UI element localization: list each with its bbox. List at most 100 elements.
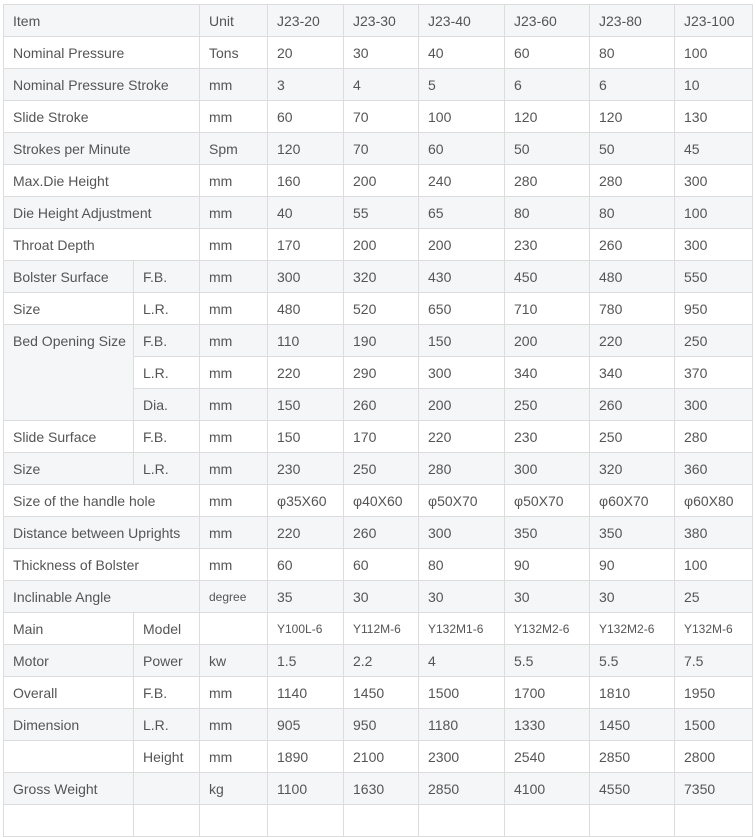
table-cell: 430 xyxy=(418,260,505,293)
table-cell: φ50X70 xyxy=(504,484,590,517)
table-cell: 300 xyxy=(418,356,505,389)
table-cell: 30 xyxy=(418,580,505,613)
table-cell: 4 xyxy=(418,644,505,677)
table-cell: 360 xyxy=(674,452,753,485)
table-row: Size L.R. mm 230 250 280 300 320 360 xyxy=(3,452,753,485)
table-cell: 1500 xyxy=(418,676,505,709)
table-cell: 280 xyxy=(504,164,590,197)
table-cell: Tons xyxy=(199,36,268,69)
table-cell: Dia. xyxy=(133,388,200,421)
table-cell: Nominal Pressure Stroke xyxy=(3,68,200,101)
table-cell: mm xyxy=(199,452,268,485)
table-cell xyxy=(589,804,675,837)
table-cell: φ40X60 xyxy=(343,484,419,517)
table-cell: 4550 xyxy=(589,772,675,805)
table-cell: Distance between Uprights xyxy=(3,516,200,549)
table-cell: 150 xyxy=(267,388,344,421)
table-cell: 150 xyxy=(418,324,505,357)
table-cell: F.B. xyxy=(133,260,200,293)
table-cell: 20 xyxy=(267,36,344,69)
table-cell: 290 xyxy=(343,356,419,389)
table-cell: 350 xyxy=(504,516,590,549)
table-cell: 220 xyxy=(589,324,675,357)
table-cell: 300 xyxy=(504,452,590,485)
table-cell: 380 xyxy=(674,516,753,549)
table-cell xyxy=(343,804,419,837)
table-cell: 60 xyxy=(267,100,344,133)
table-cell: 1450 xyxy=(589,708,675,741)
table-cell: 200 xyxy=(343,164,419,197)
table-cell: 1700 xyxy=(504,676,590,709)
table-cell: 905 xyxy=(267,708,344,741)
table-cell: 230 xyxy=(267,452,344,485)
table-cell: 250 xyxy=(504,388,590,421)
table-row: Bolster Surface F.B. mm 300 320 430 450 480 550 xyxy=(3,260,753,293)
table-cell: 480 xyxy=(589,260,675,293)
table-cell: 230 xyxy=(504,228,590,261)
table-cell: mm xyxy=(199,548,268,581)
table-cell: Die Height Adjustment xyxy=(3,196,200,229)
table-cell: L.R. xyxy=(133,356,200,389)
table-cell: 60 xyxy=(343,548,419,581)
table-cell: 150 xyxy=(267,420,344,453)
table-cell: 120 xyxy=(267,132,344,165)
table-cell: Throat Depth xyxy=(3,228,200,261)
table-cell: 100 xyxy=(674,196,753,229)
table-cell: 190 xyxy=(343,324,419,357)
table-cell: F.B. xyxy=(133,676,200,709)
table-cell: 220 xyxy=(418,420,505,453)
table-row: Size of the handle hole mm φ35X60 φ40X60 φ50… xyxy=(3,484,753,517)
table-cell: 200 xyxy=(343,228,419,261)
table-cell: 120 xyxy=(504,100,590,133)
table-cell: φ35X60 xyxy=(267,484,344,517)
table-cell: mm xyxy=(199,676,268,709)
table-cell: mm xyxy=(199,708,268,741)
table-cell: 170 xyxy=(267,228,344,261)
table-cell: 240 xyxy=(418,164,505,197)
table-cell: 350 xyxy=(589,516,675,549)
table-cell: 2540 xyxy=(504,740,590,773)
table-cell: Nominal Pressure xyxy=(3,36,200,69)
table-cell: 35 xyxy=(267,580,344,613)
table-cell: 2100 xyxy=(343,740,419,773)
table-cell: 5.5 xyxy=(589,644,675,677)
table-header-row: Item Unit J23-20 J23-30 J23-40 J23-60 J23-80 J2… xyxy=(3,4,753,37)
table-cell: L.R. xyxy=(133,452,200,485)
header-cell: J23-100 xyxy=(674,4,753,37)
table-cell: kg xyxy=(199,772,268,805)
header-cell: Unit xyxy=(199,4,268,37)
table-cell: Max.Die Height xyxy=(3,164,200,197)
table-cell: 1180 xyxy=(418,708,505,741)
table-row: Overall F.B. mm 1140 1450 1500 1700 1810 1950 xyxy=(3,676,753,709)
table-cell: 30 xyxy=(589,580,675,613)
table-cell: 25 xyxy=(674,580,753,613)
table-row: Strokes per Minute Spm 120 70 60 50 50 45 xyxy=(3,132,753,165)
table-cell: 160 xyxy=(267,164,344,197)
table-cell: 30 xyxy=(343,36,419,69)
table-cell: Slide Surface xyxy=(3,420,134,453)
table-cell xyxy=(3,804,134,837)
table-cell: 780 xyxy=(589,292,675,325)
table-cell: 280 xyxy=(674,420,753,453)
table-cell: Power xyxy=(133,644,200,677)
table-cell: 7350 xyxy=(674,772,753,805)
table-cell: Y132M2-6 xyxy=(589,612,675,645)
table-cell: 260 xyxy=(343,388,419,421)
table-cell: 2850 xyxy=(418,772,505,805)
table-cell: Model xyxy=(133,612,200,645)
table-cell: Dimension xyxy=(3,708,134,741)
table-cell xyxy=(674,804,753,837)
table-cell: Overall xyxy=(3,676,134,709)
table-cell: 80 xyxy=(418,548,505,581)
table-cell: 1450 xyxy=(343,676,419,709)
table-cell: 480 xyxy=(267,292,344,325)
table-cell: 340 xyxy=(589,356,675,389)
table-cell: Height xyxy=(133,740,200,773)
table-cell: 90 xyxy=(589,548,675,581)
table-cell: Bed Opening Size xyxy=(3,324,134,421)
table-cell: φ60X70 xyxy=(589,484,675,517)
table-cell: 60 xyxy=(267,548,344,581)
table-cell: 60 xyxy=(504,36,590,69)
table-cell: 100 xyxy=(674,36,753,69)
table-cell: 4100 xyxy=(504,772,590,805)
